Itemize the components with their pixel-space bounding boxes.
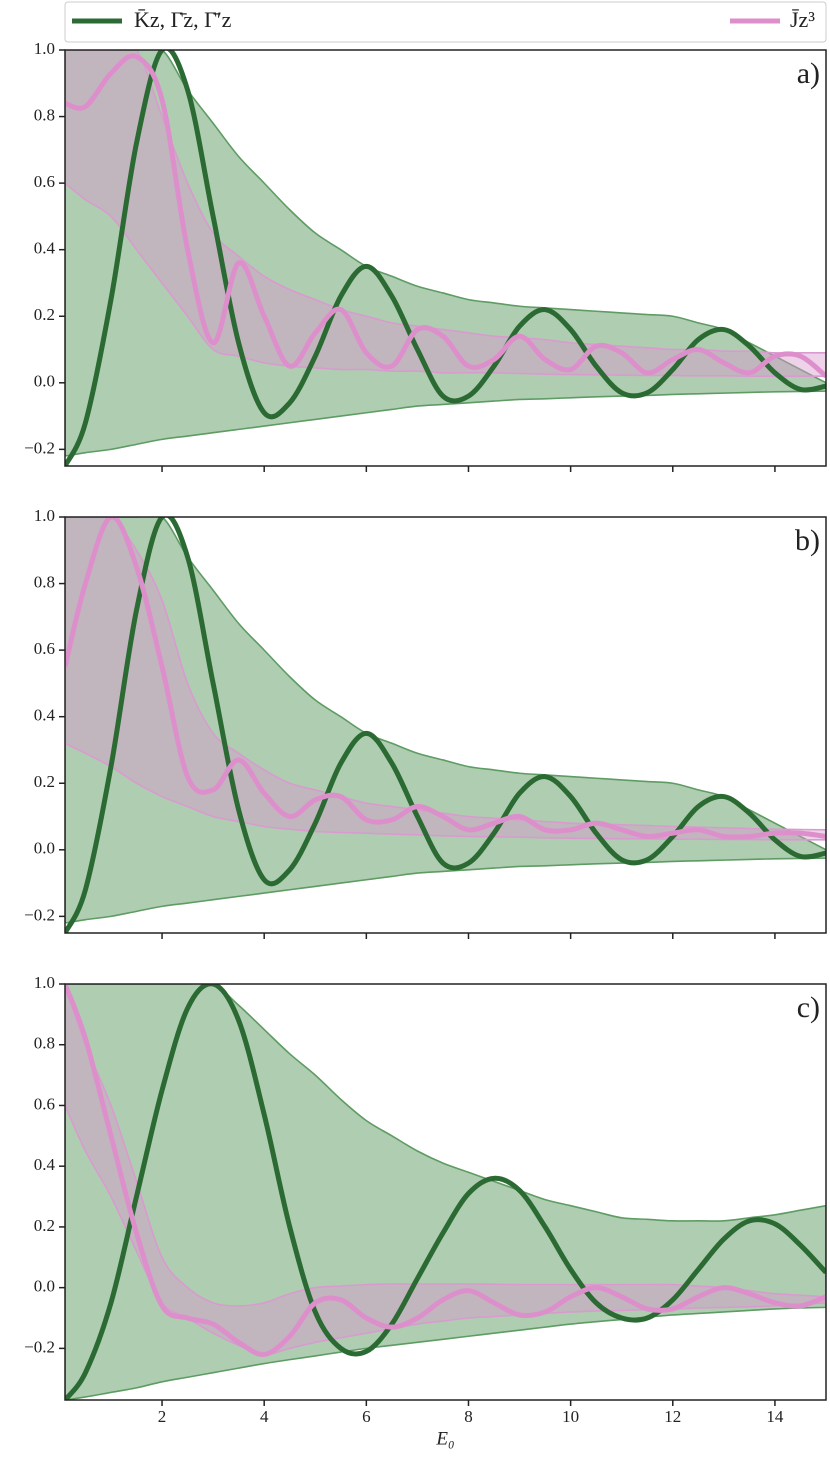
x-tick-label: 8 bbox=[464, 1407, 473, 1426]
band bbox=[65, 517, 826, 841]
series-line bbox=[65, 517, 826, 840]
series-line bbox=[65, 50, 826, 466]
y-tick-label: −0.2 bbox=[24, 438, 55, 457]
band bbox=[65, 517, 826, 924]
panel-label: b) bbox=[795, 524, 820, 557]
plot-area bbox=[65, 517, 826, 933]
x-tick-label: 2 bbox=[158, 1407, 167, 1426]
x-tick-label: 14 bbox=[766, 1407, 784, 1426]
legend-label: J̄z³ bbox=[790, 7, 815, 32]
x-tick-label: 4 bbox=[260, 1407, 269, 1426]
y-tick-label: −0.2 bbox=[24, 905, 55, 924]
y-tick-label: 0.0 bbox=[34, 1277, 55, 1296]
x-tick-label: 10 bbox=[562, 1407, 579, 1426]
y-tick-label: 1.0 bbox=[34, 39, 55, 58]
y-tick-label: 0.0 bbox=[34, 372, 55, 391]
plot-area bbox=[65, 50, 826, 466]
axes-frame bbox=[64, 49, 827, 467]
plot-area bbox=[65, 984, 826, 1400]
series-line bbox=[65, 984, 826, 1400]
y-tick-label: 0.4 bbox=[34, 706, 56, 725]
y-tick-label: 0.2 bbox=[34, 772, 55, 791]
legend-box bbox=[64, 1, 827, 43]
series-line bbox=[65, 517, 826, 933]
y-tick-label: 0.8 bbox=[34, 105, 55, 124]
axes-frame bbox=[64, 983, 827, 1401]
y-tick-label: −0.2 bbox=[24, 1337, 55, 1356]
y-tick-label: 1.0 bbox=[34, 506, 55, 525]
x-tick-label: 12 bbox=[664, 1407, 681, 1426]
y-tick-label: 1.0 bbox=[34, 973, 55, 992]
panel-label: a) bbox=[797, 57, 820, 90]
y-tick-label: 0.2 bbox=[34, 305, 55, 324]
axes-frame bbox=[64, 516, 827, 934]
panel-label: c) bbox=[797, 991, 820, 1024]
series-line bbox=[65, 53, 826, 379]
y-tick-label: 0.6 bbox=[34, 1094, 55, 1113]
band bbox=[65, 984, 826, 1400]
y-tick-label: 0.4 bbox=[34, 239, 56, 258]
y-tick-label: 0.6 bbox=[34, 639, 55, 658]
y-tick-label: 0.0 bbox=[34, 839, 55, 858]
y-tick-label: 0.4 bbox=[34, 1155, 56, 1174]
x-tick-label: 6 bbox=[362, 1407, 371, 1426]
y-tick-label: 0.6 bbox=[34, 172, 55, 191]
y-tick-label: 0.8 bbox=[34, 572, 55, 591]
legend-label: K̄z, Γ̄z, Γ̄′z bbox=[134, 7, 232, 32]
band bbox=[65, 50, 826, 457]
series-line bbox=[65, 984, 826, 1357]
y-tick-label: 0.8 bbox=[34, 1034, 55, 1053]
y-tick-label: 0.2 bbox=[34, 1216, 55, 1235]
x-axis-label: E₀ bbox=[435, 1428, 454, 1449]
